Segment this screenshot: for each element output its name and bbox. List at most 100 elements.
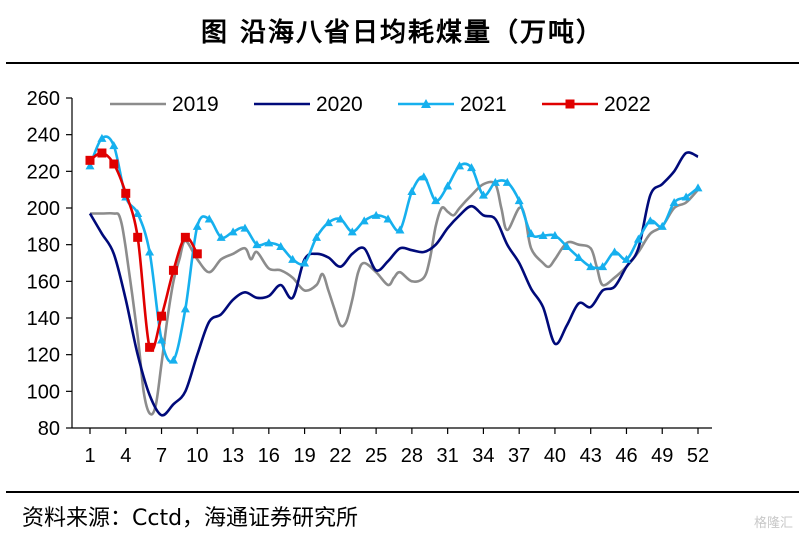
x-tick-label: 28: [401, 445, 423, 467]
x-tick-label: 25: [365, 445, 387, 467]
data-point-2021: [192, 221, 202, 230]
data-point-2022: [97, 148, 107, 158]
data-point-2021: [371, 210, 381, 219]
data-point-2022: [85, 155, 95, 165]
x-tick-label: 31: [437, 445, 459, 467]
data-point-2021: [657, 221, 667, 230]
data-point-2021: [633, 234, 643, 243]
chart-title: 图 沿海八省日均耗煤量（万吨）: [200, 18, 605, 48]
data-point-2021: [574, 253, 584, 261]
data-point-2021: [323, 218, 333, 227]
data-point-2021: [550, 231, 560, 239]
legend-label-2019: 2019: [172, 93, 219, 116]
data-point-2021: [610, 247, 620, 256]
data-point-2022: [157, 311, 167, 321]
series-line-2022: [89, 151, 199, 352]
source-note: 资料来源：Cctd，海通证券研究所: [22, 506, 359, 531]
data-point-2021: [180, 304, 190, 313]
y-tick-label: 260: [27, 88, 60, 110]
legend: 2019 2020 2021 2022: [110, 93, 651, 116]
data-point-2021: [312, 232, 322, 241]
legend-label-2022: 2022: [604, 93, 651, 116]
series-2020: [88, 151, 699, 417]
y-tick-label: 160: [27, 271, 60, 293]
data-point-2021: [455, 161, 465, 170]
legend-label-2021: 2021: [460, 93, 507, 116]
data-point-2022: [109, 159, 119, 169]
data-point-2022: [145, 342, 155, 352]
data-point-2021: [168, 355, 178, 364]
data-point-2022: [180, 232, 190, 242]
data-point-2021: [538, 231, 548, 239]
legend-item-2022: 2022: [542, 93, 651, 116]
data-point-2021: [276, 242, 286, 250]
data-point-2022: [192, 249, 202, 259]
data-point-2021: [264, 238, 274, 247]
x-tick-label: 22: [329, 445, 351, 467]
data-point-2021: [347, 227, 357, 236]
data-point-2021: [395, 225, 405, 234]
data-point-2021: [502, 177, 512, 186]
series-line-2020: [88, 151, 699, 417]
data-point-2021: [97, 133, 107, 142]
data-point-2022: [133, 232, 143, 242]
data-point-2021: [300, 258, 310, 267]
data-point-2021: [145, 247, 155, 256]
series-2022: [85, 148, 202, 352]
data-point-2021: [228, 227, 238, 236]
data-point-2021: [216, 232, 226, 241]
series-2021: [85, 133, 703, 364]
series-2019: [90, 180, 699, 416]
data-point-2021: [419, 172, 429, 181]
data-point-2021: [478, 190, 488, 199]
data-point-2021: [598, 262, 608, 271]
legend-marker-2021: [421, 99, 431, 108]
y-tick-label: 220: [27, 161, 60, 183]
data-point-2021: [431, 196, 441, 205]
data-point-2021: [359, 216, 369, 225]
data-point-2021: [466, 163, 476, 172]
data-point-2021: [204, 214, 214, 223]
data-point-2021: [407, 187, 417, 195]
data-point-2021: [490, 177, 500, 186]
data-point-2021: [383, 214, 393, 223]
data-point-2021: [562, 242, 572, 250]
data-point-2021: [681, 192, 691, 201]
y-tick-label: 200: [27, 198, 60, 220]
x-tick-label: 13: [222, 445, 244, 467]
data-point-2021: [645, 216, 655, 225]
y-tick-label: 140: [27, 308, 60, 330]
data-point-2021: [252, 240, 262, 249]
data-point-2022: [121, 188, 131, 198]
data-point-2022: [168, 265, 178, 275]
data-point-2021: [669, 198, 679, 206]
data-point-2021: [586, 262, 596, 271]
data-point-2021: [526, 229, 536, 238]
x-tick-label: 46: [615, 445, 637, 467]
x-tick-label: 1: [84, 445, 95, 467]
axes: 80 100 120 140 160 180 200 220 240 260 1 4 7 10 13 16 19…: [27, 88, 712, 467]
source-rule: [6, 491, 799, 493]
x-tick-label: 49: [651, 445, 673, 467]
x-tick-label: 40: [544, 445, 566, 467]
legend-label-2020: 2020: [316, 93, 363, 116]
legend-marker-2022: [565, 99, 575, 109]
legend-item-2019: 2019: [110, 93, 219, 116]
data-point-2021: [443, 181, 453, 190]
x-tick-label: 34: [472, 445, 494, 467]
series-line-2019: [90, 180, 699, 416]
x-tick-label: 43: [580, 445, 602, 467]
x-tick-label: 10: [186, 445, 208, 467]
x-tick-label: 16: [258, 445, 280, 467]
data-point-2021: [85, 161, 95, 170]
data-point-2021: [514, 196, 524, 205]
y-tick-label: 120: [27, 345, 60, 367]
y-tick-label: 240: [27, 125, 60, 147]
data-point-2021: [335, 214, 345, 223]
data-point-2021: [621, 254, 631, 263]
x-tick-label: 52: [687, 445, 709, 467]
x-tick-label: 37: [508, 445, 530, 467]
y-tick-label: 180: [27, 235, 60, 257]
title-rule: [6, 62, 799, 64]
